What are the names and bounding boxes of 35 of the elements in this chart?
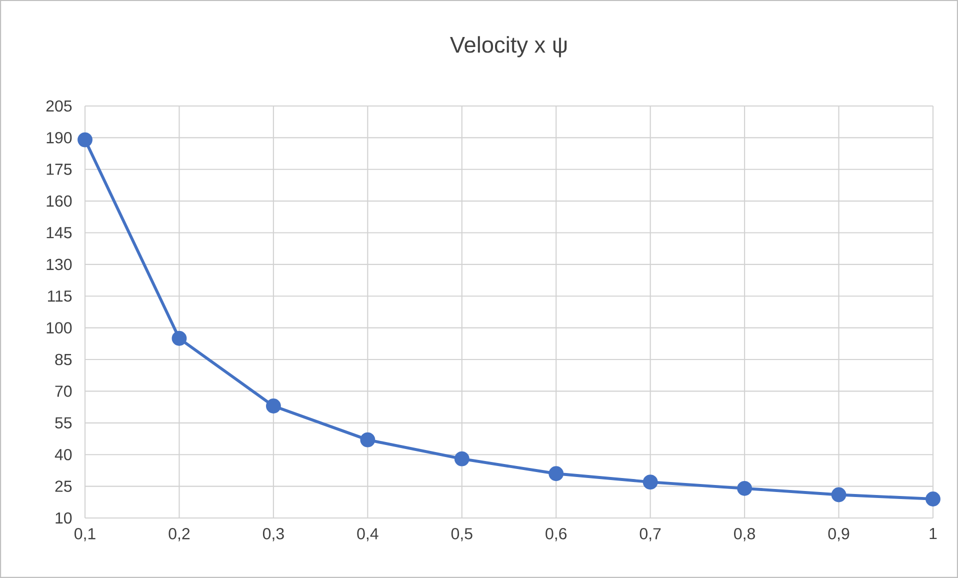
x-tick-label: 0,8: [734, 528, 755, 542]
y-tick-label: 70: [55, 386, 72, 397]
y-tick-label: 145: [46, 227, 72, 238]
x-tick-label: 0,5: [451, 528, 472, 542]
x-tick-label: 0,1: [74, 528, 96, 542]
x-tick-label: 0,4: [357, 528, 378, 542]
y-tick-label: 85: [55, 354, 72, 366]
point: [642, 474, 658, 490]
point: [454, 451, 470, 466]
y-tick-label: 190: [46, 132, 72, 144]
y-tick-label: 55: [55, 417, 72, 428]
point: [737, 480, 752, 496]
x-tick-label: 1: [930, 528, 937, 540]
x-tick-label: 0,6: [546, 528, 567, 542]
y-tick-label: 130: [46, 258, 72, 270]
x-tick-label: 0,3: [262, 528, 284, 542]
point: [78, 132, 92, 148]
y-tick-label: 40: [54, 448, 72, 460]
x-tick-label: 0,7: [640, 528, 661, 542]
chart-title: Velocity x ψ: [450, 36, 567, 58]
point: [926, 492, 940, 506]
y-tick-label: 175: [46, 164, 72, 175]
point: [548, 466, 564, 482]
x-tick-label: 0,9: [828, 528, 850, 542]
point: [360, 432, 376, 448]
y-tick-label: 25: [55, 480, 72, 492]
y-tick-label: 205: [46, 100, 72, 112]
y-tick-label: 160: [46, 195, 72, 207]
point: [831, 487, 846, 502]
y-tick-label: 115: [48, 290, 72, 302]
point: [172, 330, 187, 346]
y-tick-label: 10: [56, 512, 72, 524]
point: [266, 398, 281, 414]
x-tick-label: 0,2: [168, 528, 190, 542]
y-tick-label: 100: [46, 322, 72, 334]
